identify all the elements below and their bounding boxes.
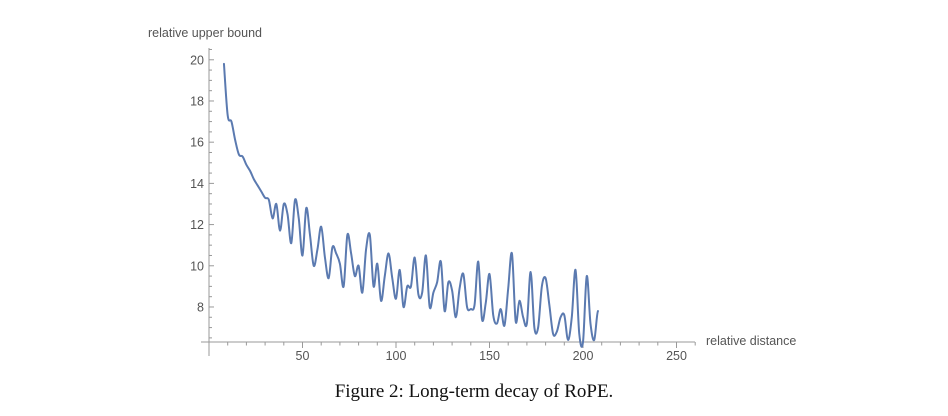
- y-tick-label: 10: [190, 259, 204, 273]
- x-tick-label: 200: [573, 349, 594, 363]
- y-tick-label: 20: [190, 53, 204, 67]
- x-tick-label: 50: [296, 349, 310, 363]
- plot-area: [222, 62, 599, 348]
- y-axis-label: relative upper bound: [148, 26, 262, 40]
- line-chart: 8 10 12 14 16 18 20 50 100 150 200 250 relative up…: [148, 26, 796, 363]
- y-tick-label: 14: [190, 177, 204, 191]
- x-axis: 50 100 150 200 250: [201, 341, 696, 363]
- figure-caption: Figure 2: Long-term decay of RoPE.: [334, 381, 614, 402]
- x-tick-label: 250: [666, 349, 687, 363]
- y-tick-label: 8: [197, 300, 204, 314]
- x-tick-label: 100: [386, 349, 407, 363]
- series-line: [222, 62, 599, 348]
- y-tick-label: 18: [190, 94, 204, 108]
- y-tick-label: 16: [190, 136, 204, 150]
- y-tick-label: 12: [190, 218, 204, 232]
- x-tick-label: 150: [479, 349, 500, 363]
- y-axis: 8 10 12 14 16 18 20: [190, 48, 214, 356]
- x-axis-label: relative distance: [706, 334, 796, 348]
